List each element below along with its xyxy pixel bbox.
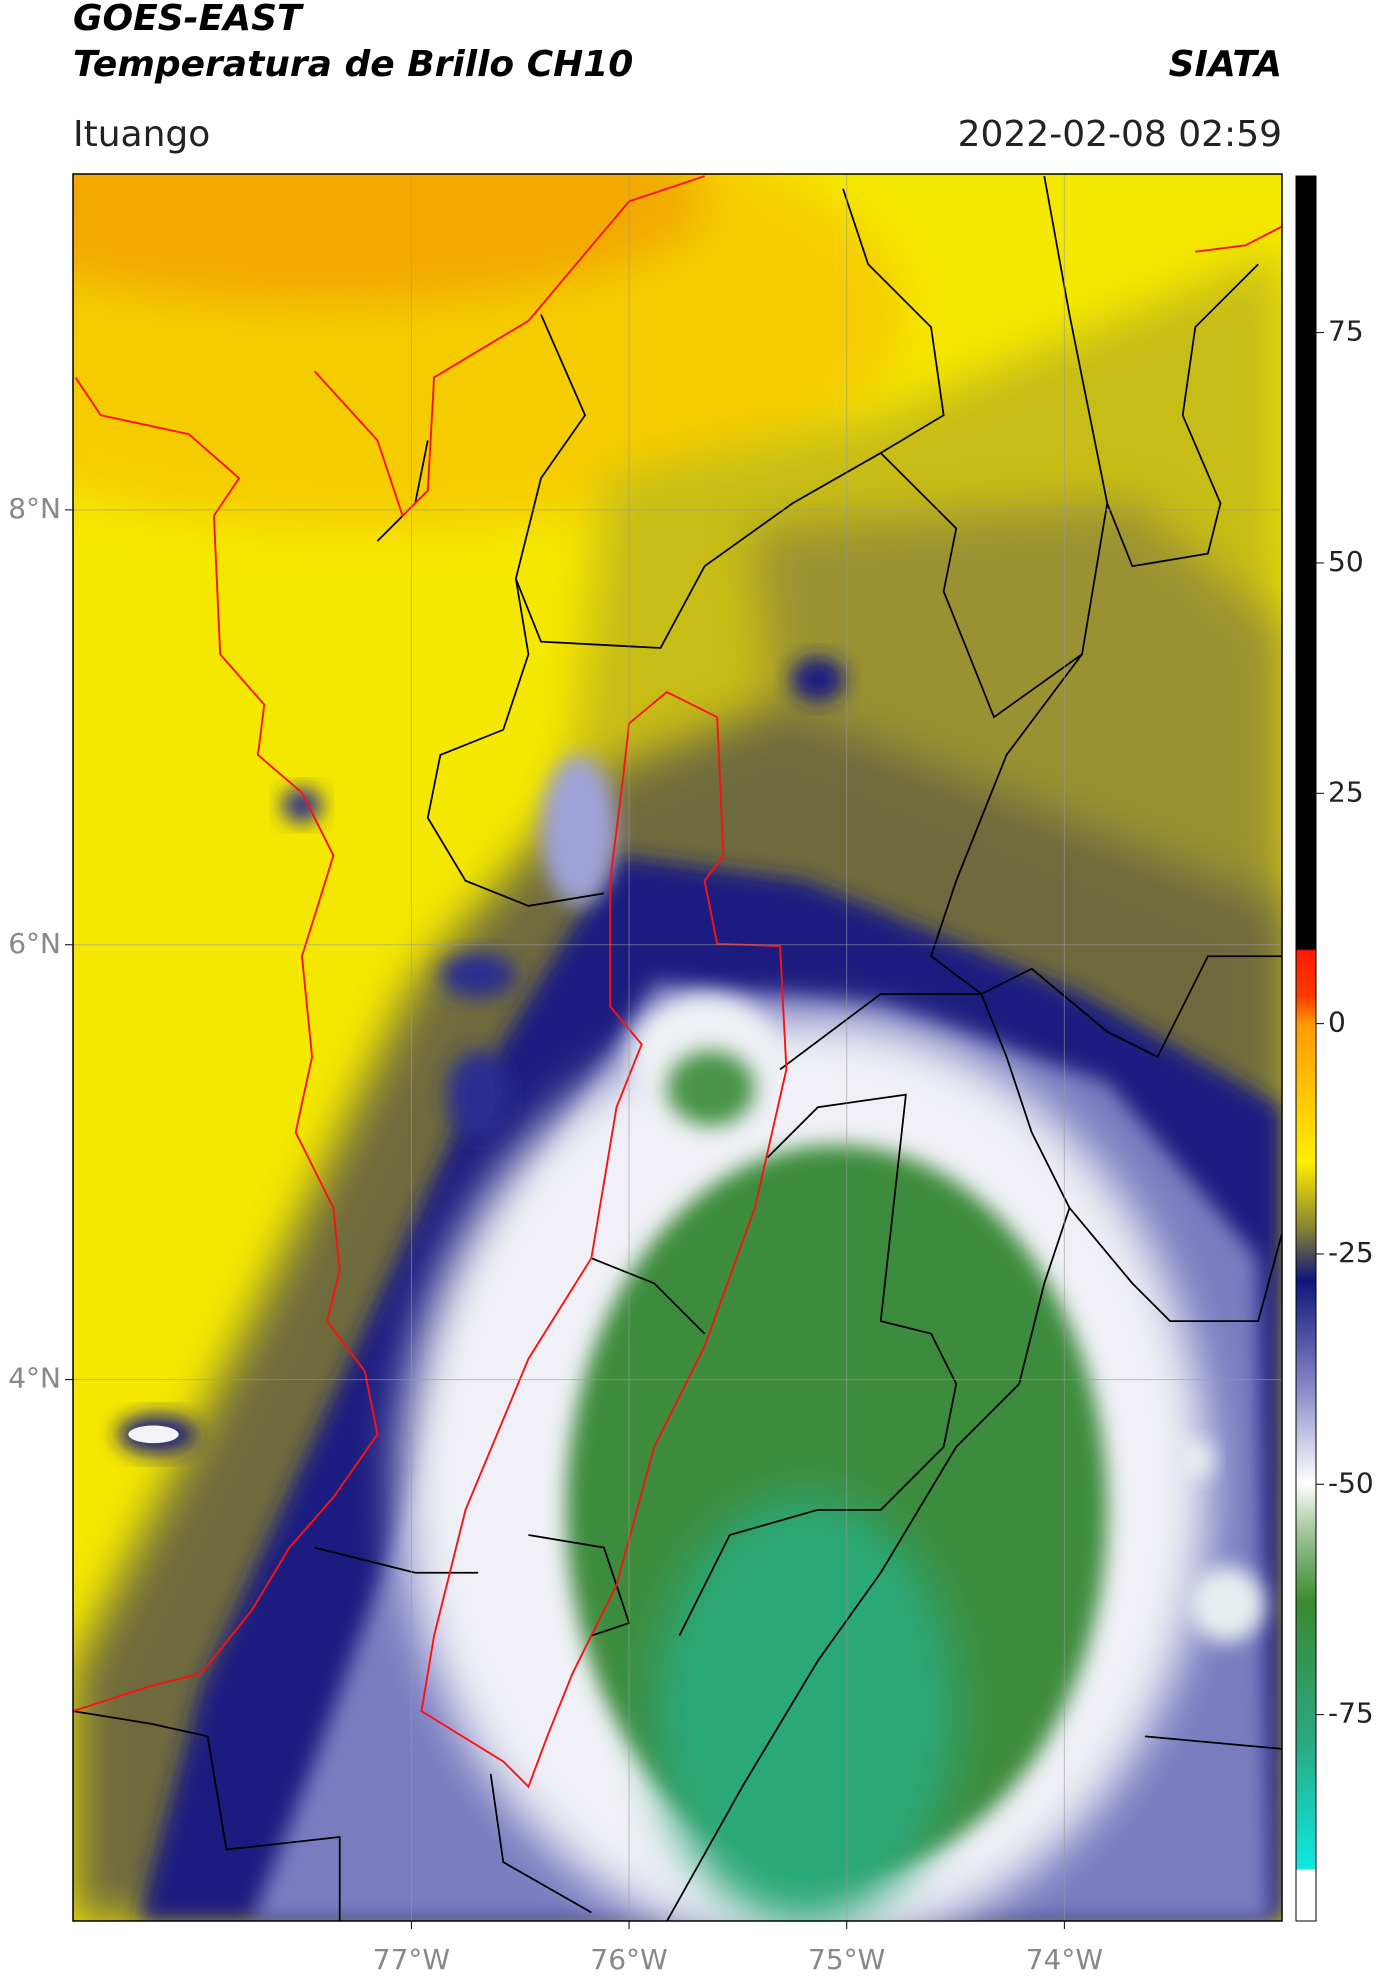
x-tick-label: 75°W xyxy=(808,1943,885,1976)
y-tick-label: 4°N xyxy=(8,1362,61,1395)
colorbar-label: 25 xyxy=(1328,775,1364,808)
y-tick-label: 6°N xyxy=(8,927,61,960)
colorbar-label: 75 xyxy=(1328,315,1364,348)
subtitle: Temperatura de Brillo CH10 xyxy=(73,44,633,85)
grid xyxy=(73,174,1282,1921)
colorbar xyxy=(1295,175,1317,1922)
colorbar-label: 50 xyxy=(1328,545,1364,578)
colorbar-label: 0 xyxy=(1328,1006,1346,1039)
source: SIATA xyxy=(1169,44,1282,85)
map xyxy=(72,173,1283,1922)
map-image xyxy=(72,173,1283,1922)
borders xyxy=(72,175,1283,1922)
map-frame xyxy=(72,173,1283,1922)
region: Ituango xyxy=(73,114,210,155)
datetime: 2022-02-08 02:59 xyxy=(958,114,1282,155)
x-tick-label: 77°W xyxy=(373,1943,450,1976)
y-tick-label: 8°N xyxy=(8,492,61,525)
title: GOES-EAST xyxy=(73,0,304,39)
x-tick-label: 74°W xyxy=(1026,1943,1103,1976)
colorbar-label: -50 xyxy=(1328,1466,1374,1499)
colorbar-label: -25 xyxy=(1328,1236,1374,1269)
colorbar-label: -75 xyxy=(1328,1697,1374,1730)
x-tick-label: 76°W xyxy=(590,1943,667,1976)
